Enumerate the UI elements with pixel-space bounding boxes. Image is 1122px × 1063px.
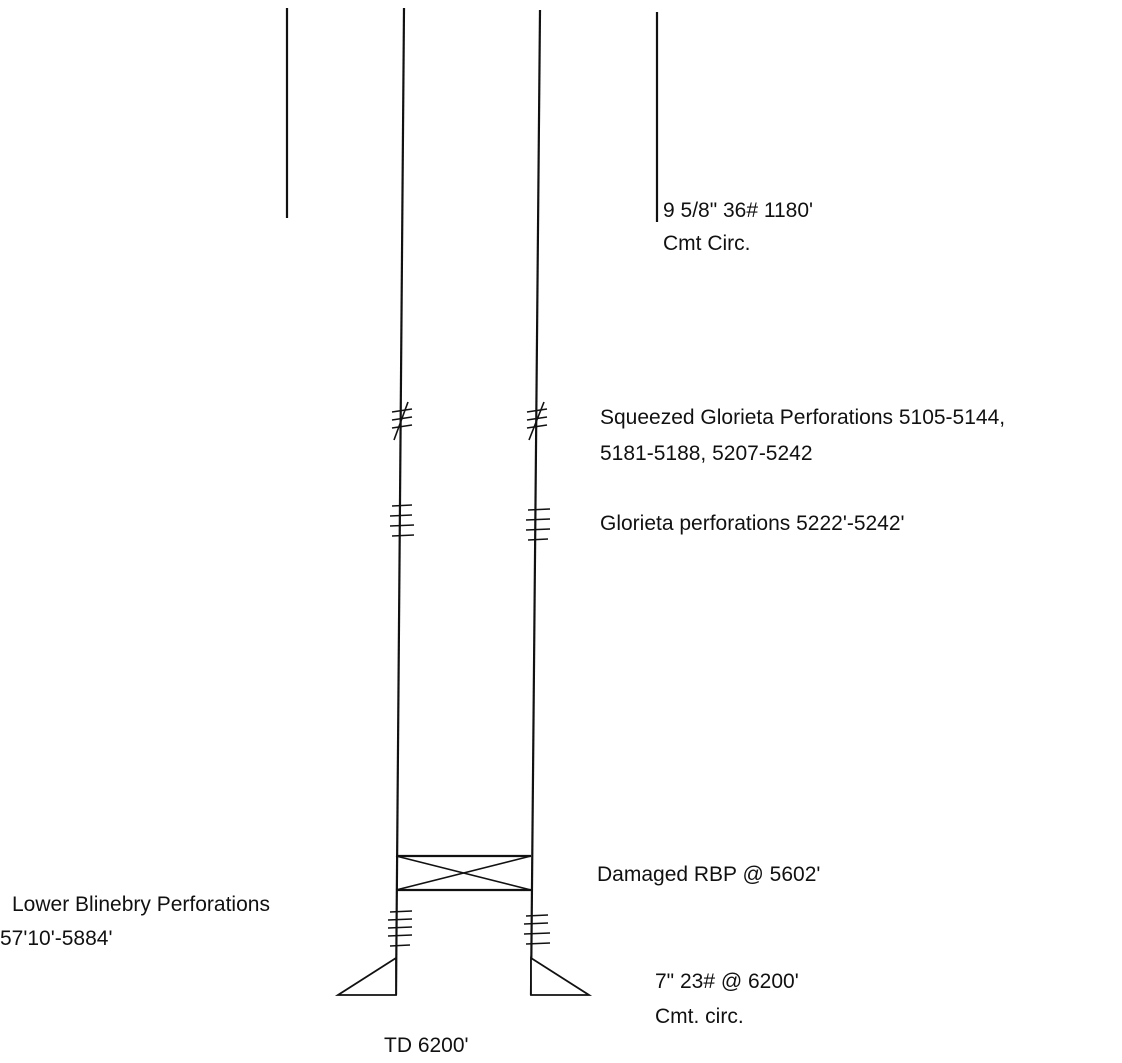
casing-shoe-right: [530, 956, 593, 996]
lower-blinebry-perforations-left: [387, 910, 413, 947]
damaged-rbp-symbol: [395, 854, 532, 892]
glorieta-perforations-right: [525, 508, 551, 541]
glorieta-perforations-left: [389, 504, 415, 537]
production-casing-cement-label: Cmt. circ.: [655, 1005, 744, 1028]
damaged-rbp-label: Damaged RBP @ 5602': [597, 863, 820, 886]
squeezed-perforations-label-line1: Squeezed Glorieta Perforations 5105-5144…: [600, 406, 1005, 429]
surface-casing-label: 9 5/8" 36# 1180': [663, 199, 813, 222]
production-casing-label: 7" 23# @ 6200': [655, 970, 799, 993]
total-depth-label: TD 6200': [384, 1034, 469, 1057]
lower-blinebry-label-line1: Lower Blinebry Perforations: [12, 893, 270, 916]
squeezed-perforations-right: [526, 401, 548, 441]
production-casing-right-wall: [529, 9, 542, 996]
production-casing-left-wall: [394, 7, 406, 996]
squeezed-perforations-label-line2: 5181-5188, 5207-5242: [600, 442, 813, 465]
surface-casing-cement-label: Cmt Circ.: [663, 232, 751, 255]
glorieta-perforations-label: Glorieta perforations 5222'-5242': [600, 512, 905, 535]
casing-shoe-left: [334, 956, 397, 996]
squeezed-perforations-left: [391, 401, 413, 441]
lower-blinebry-label-line2: 57'10'-5884': [0, 927, 112, 950]
lower-blinebry-perforations-right: [523, 914, 551, 945]
